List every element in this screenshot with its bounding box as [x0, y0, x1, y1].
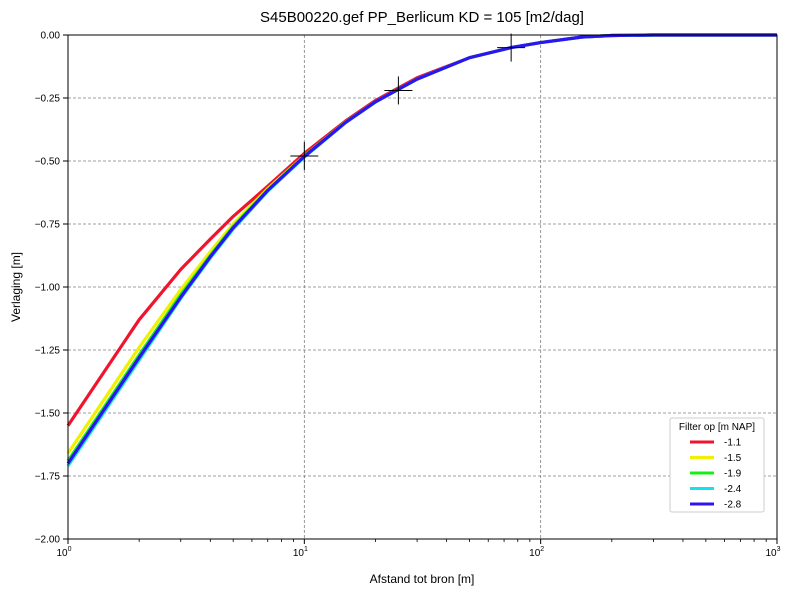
plus-marker [497, 33, 526, 62]
x-axis-label: Afstand tot bron [m] [370, 572, 475, 586]
y-tick-label: −1.00 [35, 283, 61, 294]
series-lines [66, 33, 777, 467]
y-tick-label: −1.25 [35, 346, 61, 357]
y-axis-label: Verlaging [m] [9, 252, 23, 322]
y-tick-label: −0.75 [35, 220, 61, 231]
axis-ticks: 100 101 102 103 0.00 −0.25 −0.50 −0.75 −1.00 −1.2… [35, 31, 781, 560]
y-tick-label: −0.50 [35, 157, 61, 168]
chart-title: S45B00220.gef PP_Berlicum KD = 105 [m2/d… [260, 9, 584, 26]
legend-label: -2.4 [724, 484, 742, 495]
legend-label: -1.9 [724, 469, 742, 480]
x-tick-label: 101 [293, 546, 308, 559]
plus-marker [290, 141, 319, 170]
legend-label: -1.5 [724, 453, 742, 464]
legend-label: -2.8 [724, 500, 742, 511]
y-tick-label: −1.50 [35, 409, 61, 420]
x-tick-label: 102 [529, 546, 544, 559]
legend-label: -1.1 [724, 438, 742, 449]
y-tick-label: −0.25 [35, 94, 61, 105]
x-tick-label: 100 [56, 546, 71, 559]
observation-markers [290, 33, 526, 170]
y-tick-label: 0.00 [41, 31, 61, 42]
x-tick-label: 103 [765, 546, 780, 559]
legend: Filter op [m NAP] -1.1 -1.5 -1.9 -2.4 -2.8 [669, 417, 765, 513]
plus-marker [384, 76, 413, 105]
legend-title: Filter op [m NAP] [679, 422, 755, 433]
y-tick-label: −1.75 [35, 472, 61, 483]
series-line [66, 33, 777, 465]
y-tick-label: −2.00 [35, 535, 61, 546]
